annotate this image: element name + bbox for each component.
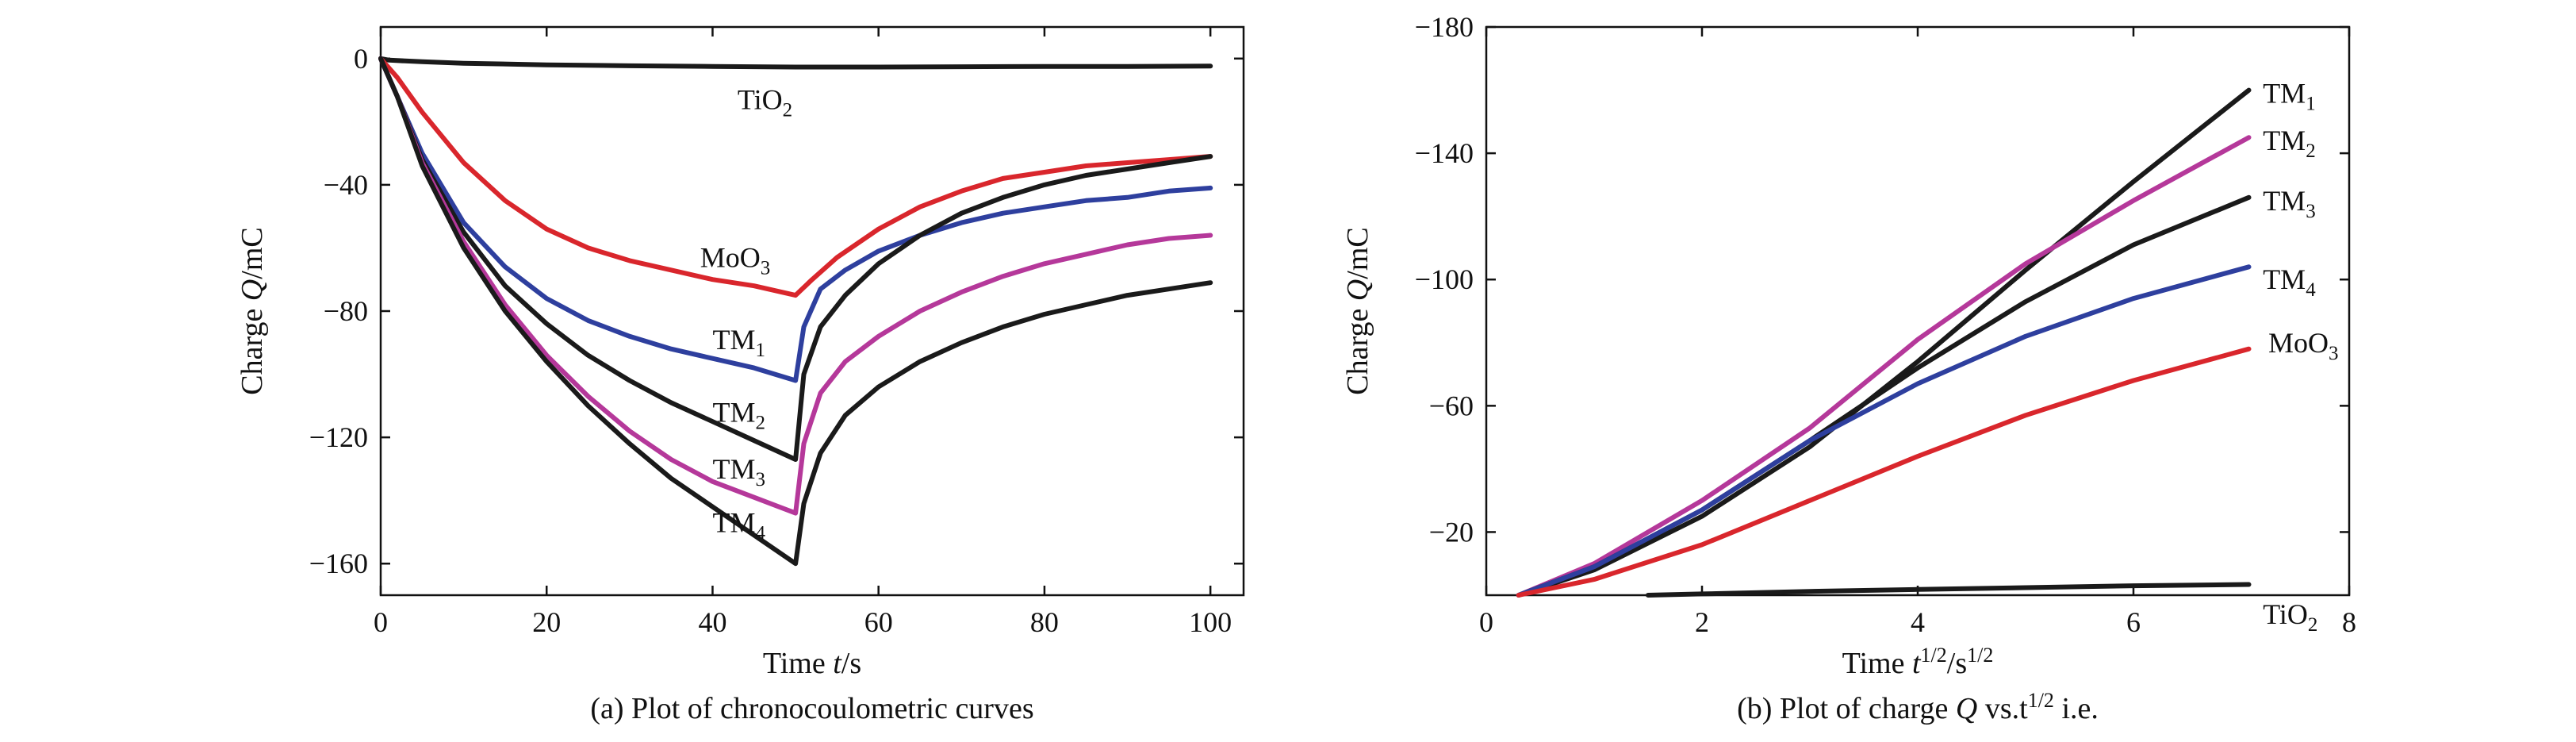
series-line-tm2 xyxy=(378,56,1213,462)
series-label-tm1: TM1 xyxy=(712,324,765,361)
series-line-tm1 xyxy=(378,56,1213,383)
x-tick-label: 2 xyxy=(1695,606,1709,638)
series-line-tm3 xyxy=(1516,194,2252,598)
series-line-moo3 xyxy=(1516,346,2252,598)
series-line-tm4 xyxy=(378,56,1213,567)
y-tick-label: −80 xyxy=(324,295,368,327)
series-label-moo3: MoO3 xyxy=(700,241,771,279)
series-line-tm4 xyxy=(1516,264,2252,598)
series-label-tm2: TM2 xyxy=(712,396,765,433)
series-line-tio2 xyxy=(1646,582,2252,598)
x-tick-label: 0 xyxy=(1479,606,1493,638)
series-label-tm3: TM3 xyxy=(712,453,765,490)
y-axis-title: Charge Q/mC xyxy=(236,227,269,394)
series-label-tio2: TiO2 xyxy=(738,83,792,121)
y-tick-label: −120 xyxy=(309,421,368,453)
chart-panel-b: 0 2 4 6 8 −20 −60 −100 −140 −180 TM1 TM2 TM3 TM4 MoO3 T… xyxy=(1341,11,2356,725)
series-line-tm1 xyxy=(1516,87,2252,598)
series-line-tm3 xyxy=(378,56,1213,516)
y-tick-label: −100 xyxy=(1415,263,1474,295)
series-label-tio2: TiO2 xyxy=(2263,598,2317,636)
y-tick-label: −20 xyxy=(1429,516,1474,548)
x-tick-label: 40 xyxy=(698,606,726,638)
series-line-moo3 xyxy=(378,56,1213,298)
panel-caption: (b) Plot of charge Q vs.t1/2 i.e. xyxy=(1737,689,2099,725)
series-label-tm4: TM4 xyxy=(712,507,765,544)
x-tick-label: 4 xyxy=(1911,606,1925,638)
y-tick-label: −140 xyxy=(1415,137,1474,169)
x-axis-title: Time t/s xyxy=(763,647,861,680)
y-axis-title: Charge Q/mC xyxy=(1341,227,1374,394)
x-axis-title: Time t1/2/s1/2 xyxy=(1842,644,1994,680)
series-label-moo3: MoO3 xyxy=(2268,327,2339,364)
y-tick-label: 0 xyxy=(354,43,368,75)
series-line-tio2 xyxy=(378,56,1213,70)
x-tick-label: 6 xyxy=(2126,606,2141,638)
x-tick-label: 0 xyxy=(374,606,388,638)
x-tick-label: 20 xyxy=(532,606,561,638)
series-label-tm3: TM3 xyxy=(2263,185,2316,222)
x-tick-label: 100 xyxy=(1189,606,1232,638)
series-label-tm2: TM2 xyxy=(2263,125,2316,162)
chart-panel-a: 0 20 40 60 80 100 0 −40 −80 −120 −160 TiO2 MoO3 TM1 TM… xyxy=(236,25,1245,725)
panel-caption: (a) Plot of chronocoulometric curves xyxy=(590,692,1033,725)
series-line-tm2 xyxy=(1516,135,2252,598)
y-tick-label: −160 xyxy=(309,548,368,579)
x-tick-label: 80 xyxy=(1030,606,1059,638)
y-tick-label: −180 xyxy=(1415,11,1474,43)
series-label-tm4: TM4 xyxy=(2263,263,2316,301)
x-tick-label: 60 xyxy=(864,606,893,638)
x-tick-label: 8 xyxy=(2342,606,2356,638)
y-tick-label: −40 xyxy=(324,169,368,201)
series-label-tm1: TM1 xyxy=(2263,78,2316,115)
y-tick-label: −60 xyxy=(1429,390,1474,421)
